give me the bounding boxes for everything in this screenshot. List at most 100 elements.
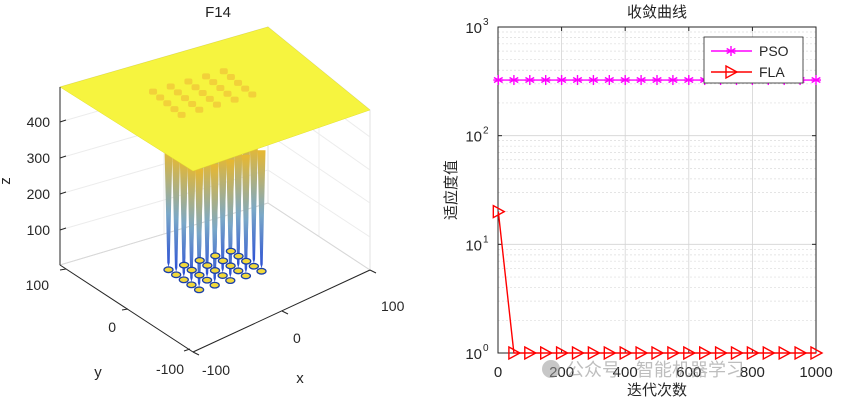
surface-spike	[203, 159, 212, 278]
surface-plot: F14	[0, 4, 405, 387]
x-tick-marks	[192, 269, 377, 356]
surface-top-dots	[149, 68, 257, 118]
series-marker-asterisk	[604, 75, 615, 86]
surface-floor-dot	[241, 257, 252, 265]
surface-spike	[234, 149, 243, 268]
surface-floor-dot	[170, 271, 182, 279]
y-tick-marks	[59, 268, 191, 352]
x-axis-ticks: -100 0 100	[202, 298, 405, 378]
surface-top-bump	[248, 91, 257, 98]
surface-top-bump	[177, 111, 186, 118]
series-marker-triangle	[810, 345, 824, 361]
surface-title: F14	[205, 4, 231, 21]
y-tick-label: 0	[108, 319, 116, 335]
x-tick-label: 0	[293, 330, 301, 346]
series-marker-asterisk	[683, 75, 694, 86]
series-marker-triangle	[714, 345, 729, 361]
surface-top-bump	[202, 73, 211, 80]
surface-floor-dot	[178, 261, 190, 269]
series-marker-triangle	[730, 345, 744, 361]
surface-floor-dot	[217, 257, 229, 265]
x-tick-label: 400	[613, 364, 638, 381]
chart-x-axis-label: 迭代次数	[627, 381, 687, 399]
surface-axes	[59, 87, 371, 353]
x-tick-label: 100	[381, 298, 405, 314]
z-tick-label: 100	[27, 222, 51, 238]
series-marker-asterisk	[540, 75, 551, 86]
legend: PSO FLA	[703, 36, 804, 84]
surface-top-bump	[170, 106, 179, 113]
z-tick-label: 300	[27, 150, 51, 166]
surface-floor-dot	[202, 262, 213, 269]
series-marker-triangle	[635, 345, 649, 361]
surface-floor-dot	[248, 262, 260, 270]
surface-floor-dot	[233, 252, 244, 260]
surface-spike	[226, 159, 235, 278]
surface-floor-dot	[178, 276, 189, 284]
surface-top-bump	[188, 100, 197, 107]
z-tick-marks	[59, 119, 67, 231]
surface-floor-dot	[210, 252, 221, 260]
series-marker-triangle	[778, 345, 792, 361]
surface-floor-dot	[217, 272, 228, 279]
series-marker-asterisk	[620, 75, 631, 86]
x-tick-label: 800	[740, 364, 765, 381]
y-tick-exponent: 1	[483, 234, 489, 245]
series-marker-asterisk	[667, 75, 678, 86]
series-marker-asterisk	[588, 75, 599, 86]
surface-floor-dot	[194, 257, 205, 264]
z-axis-label: z	[0, 177, 14, 185]
surface-floor-dot	[256, 267, 267, 275]
surface-floor-dot	[194, 271, 205, 279]
series-marker-asterisk	[493, 75, 504, 86]
surface-top-bump	[226, 74, 235, 81]
series-marker-triangle	[619, 345, 633, 361]
series-marker-triangle	[587, 345, 601, 361]
chart-title: 收敛曲线	[627, 3, 687, 21]
series-marker-triangle	[746, 345, 760, 361]
surface-top-bump	[149, 88, 158, 95]
legend-box	[703, 36, 804, 84]
surface-top-bump	[156, 94, 165, 101]
surface-floor-dot	[240, 272, 252, 280]
surface-floor-dot	[193, 286, 205, 294]
surface-top-bump	[205, 95, 214, 102]
z-tick-label: 200	[27, 186, 51, 202]
surface-spike	[164, 148, 173, 267]
surface-floor-dot	[225, 247, 237, 255]
series-marker-triangle	[762, 345, 776, 361]
surface-top-bump	[216, 84, 225, 91]
surface-top-bump	[191, 84, 200, 91]
series-marker-asterisk	[508, 75, 519, 86]
surface-top-bump	[234, 79, 243, 86]
surface-floor-dot	[209, 267, 221, 274]
y-tick-exponent: 0	[483, 343, 489, 354]
series-marker-triangle	[508, 345, 522, 361]
x-tick-label: 600	[676, 364, 701, 381]
series-marker-asterisk	[811, 75, 821, 86]
series-marker-triangle	[571, 345, 585, 361]
surface-spike	[187, 163, 196, 282]
surface-top-bump	[219, 68, 228, 75]
surface-floor-dot	[163, 266, 174, 274]
surface-spike	[172, 153, 181, 272]
y-axis-label: y	[94, 364, 102, 381]
y-tick-exponent: 3	[483, 17, 489, 28]
surface-top-bump	[163, 100, 172, 107]
legend-items: PSO FLA	[711, 43, 789, 80]
surface-floor-dots	[163, 247, 267, 294]
y-tick-base: 10	[465, 346, 482, 363]
surface-top-bump	[184, 78, 193, 85]
surface-top-plane	[59, 26, 371, 172]
x-tick-label: 1000	[799, 364, 832, 381]
x-tick-label: 0	[494, 364, 502, 381]
surface-floor-dot	[201, 276, 213, 284]
y-tick-label: -100	[156, 361, 184, 377]
surface-top-bump	[173, 89, 182, 96]
legend-label: PSO	[759, 43, 789, 59]
surface-floor-dot	[186, 281, 197, 289]
surface-spike	[257, 150, 266, 269]
